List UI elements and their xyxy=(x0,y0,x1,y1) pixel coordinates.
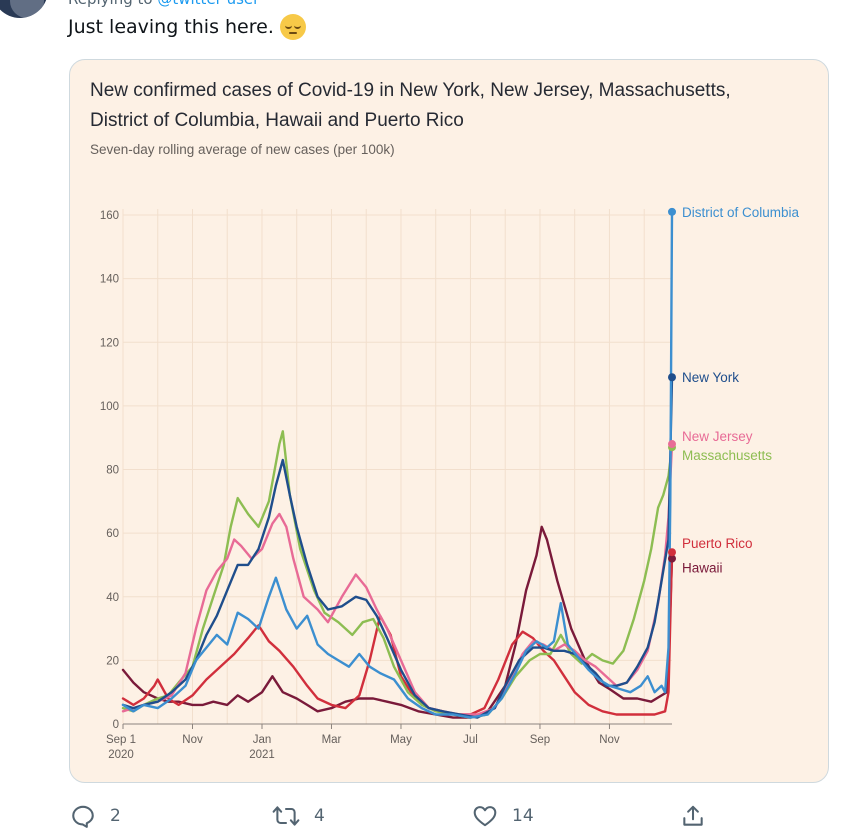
share-button[interactable] xyxy=(680,796,706,836)
series-line-district-of-columbia xyxy=(121,210,674,719)
tweet-actions: 2 4 14 xyxy=(0,796,850,836)
x-tick-sublabel: 2021 xyxy=(249,749,275,761)
series-line-puerto-rico xyxy=(121,551,674,716)
retweet-button[interactable]: 4 xyxy=(272,796,325,836)
chart: 0 20 40 60 80 100 120 140 160 Sep 1 2020 Nov Jan 2021… xyxy=(100,205,800,761)
y-tick-label: 160 xyxy=(100,210,119,222)
like-button[interactable]: 14 xyxy=(472,796,534,836)
x-tick-label: Sep xyxy=(530,734,550,746)
series-end-dot-puerto-rico xyxy=(668,548,676,557)
y-tick-label: 20 xyxy=(106,655,119,667)
series-label-hawaii: Hawaii xyxy=(682,561,723,576)
x-tick-label: Nov xyxy=(599,734,620,746)
x-tick-label: May xyxy=(390,734,412,746)
series-end-dot-district-of-columbia xyxy=(668,207,676,216)
series-label-massachusetts: Massachusetts xyxy=(682,448,772,463)
tweet-text: Just leaving this here. xyxy=(68,14,306,40)
reply-button[interactable]: 2 xyxy=(70,796,121,836)
series-line-new-jersey xyxy=(121,442,674,716)
reply-icon xyxy=(72,805,94,828)
y-tick-label: 100 xyxy=(100,401,119,413)
replying-to: Replying to @twitter user xyxy=(68,0,259,8)
avatar[interactable] xyxy=(0,0,48,18)
x-tick-sublabel: 2020 xyxy=(108,749,134,761)
series-end-dot-hawaii xyxy=(668,554,676,563)
x-tick-label: Jul xyxy=(463,734,478,746)
tweet-text-content: Just leaving this here. xyxy=(68,16,274,38)
media-card[interactable]: 0 20 40 60 80 100 120 140 160 Sep 1 2020 Nov Jan 2021… xyxy=(69,59,829,783)
series-label-puerto-rico: Puerto Rico xyxy=(682,536,753,551)
series-label-new-york: New York xyxy=(682,370,739,385)
series-end-dot-new-york xyxy=(668,373,676,382)
series-label-new-jersey: New Jersey xyxy=(682,429,753,444)
y-tick-label: 120 xyxy=(100,337,119,349)
reply-count: 2 xyxy=(110,806,121,826)
like-count: 14 xyxy=(512,806,534,826)
series-line-hawaii xyxy=(121,525,674,719)
x-tick-label: Sep 1 xyxy=(106,734,136,746)
series-label-district-of-columbia: District of Columbia xyxy=(682,205,800,220)
y-tick-label: 60 xyxy=(106,528,119,540)
retweet-count: 4 xyxy=(314,806,325,826)
series-line-massachusetts xyxy=(121,430,674,719)
pensive-face-emoji-icon xyxy=(279,14,306,40)
retweet-icon xyxy=(272,806,300,826)
chart-title: New confirmed cases of Covid-19 in New Y… xyxy=(90,80,731,131)
series-end-dot-new-jersey xyxy=(668,440,676,449)
x-tick-label: Nov xyxy=(182,734,203,746)
x-tick-label: Jan xyxy=(253,734,272,746)
heart-icon xyxy=(473,806,497,827)
share-icon xyxy=(683,805,703,826)
replying-handle-link[interactable]: @twitter user xyxy=(157,0,259,8)
y-tick-label: 0 xyxy=(113,719,119,731)
y-tick-label: 40 xyxy=(106,592,119,604)
y-tick-label: 140 xyxy=(100,274,119,286)
x-tick-label: Mar xyxy=(322,734,342,746)
replying-prefix: Replying to xyxy=(68,0,153,8)
y-tick-label: 80 xyxy=(106,465,119,477)
chart-subtitle: Seven-day rolling average of new cases (… xyxy=(90,142,395,157)
